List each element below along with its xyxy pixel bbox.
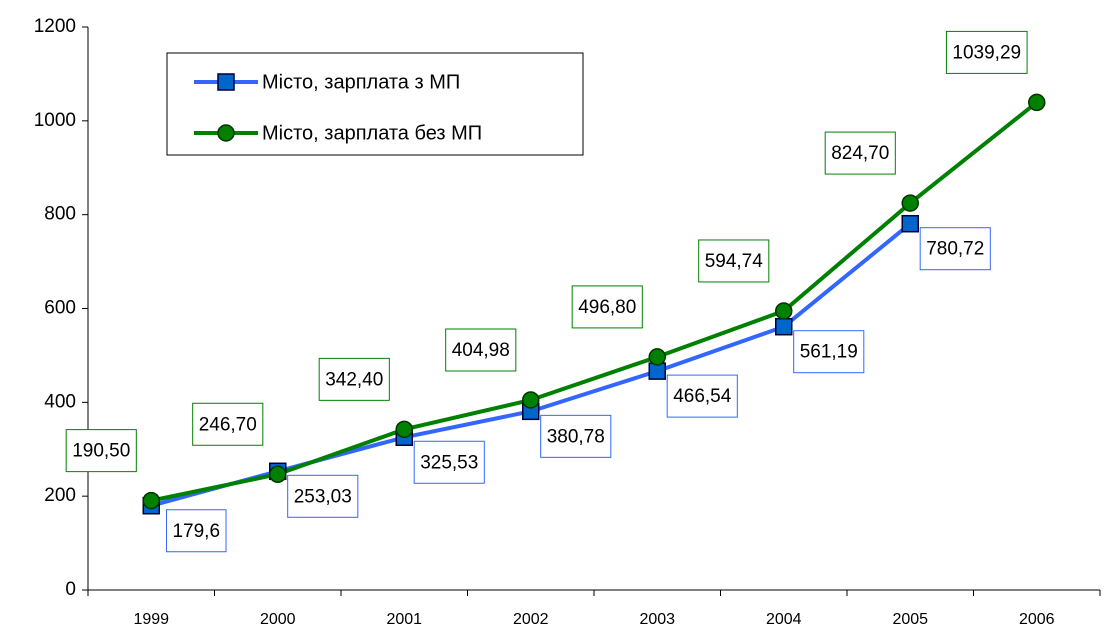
data-label-box: [445, 328, 517, 372]
data-label-box: [698, 239, 770, 283]
marker: [775, 317, 793, 336]
y-tick-label: 800: [44, 204, 76, 225]
data-label: 246,70: [199, 414, 257, 435]
series-line: [150, 100, 1038, 503]
x-tick-label: 2006: [1019, 611, 1055, 628]
y-tick-label: 600: [44, 298, 76, 319]
legend-label: Місто, зарплата з МП: [262, 71, 460, 93]
legend-marker: [217, 73, 235, 91]
data-label: 1039,29: [952, 42, 1021, 63]
x-tick-label: 2004: [766, 611, 802, 628]
marker: [901, 214, 919, 233]
marker: [648, 348, 666, 366]
x-tick-label: 1999: [133, 611, 169, 628]
data-label-box: [540, 414, 612, 458]
marker: [522, 391, 540, 409]
data-label: 594,74: [705, 251, 764, 272]
marker: [142, 491, 160, 510]
data-label: 404,98: [452, 340, 510, 361]
data-label: 380,78: [547, 426, 605, 447]
data-label: 342,40: [325, 369, 383, 390]
data-label-box: [793, 330, 865, 374]
data-label: 325,53: [420, 452, 478, 473]
x-tick-label: 2003: [639, 611, 675, 628]
legend-box: [166, 52, 584, 156]
x-tick-label: 2005: [892, 611, 928, 628]
data-label: 561,19: [800, 342, 858, 363]
data-label-box: [919, 227, 991, 271]
legend-marker: [217, 124, 235, 142]
marker: [1028, 93, 1046, 112]
data-label-box: [287, 474, 359, 518]
x-tick-label: 2002: [513, 611, 549, 628]
data-label-box: [945, 30, 1028, 74]
data-label-box: [666, 374, 738, 418]
data-label: 190,50: [72, 441, 130, 462]
data-label: 824,70: [831, 143, 889, 164]
legend-label: Місто, зарплата без МП: [262, 122, 482, 144]
marker: [901, 194, 919, 212]
data-label-box: [165, 509, 227, 553]
marker: [269, 465, 287, 484]
marker: [395, 420, 413, 439]
data-label: 179,6: [172, 521, 220, 542]
y-tick-label: 1200: [34, 16, 76, 37]
y-tick-label: 400: [44, 391, 76, 412]
y-tick-label: 0: [65, 579, 76, 600]
data-label: 253,03: [294, 486, 352, 507]
data-label: 780,72: [926, 239, 984, 260]
data-label-box: [318, 357, 390, 401]
y-tick-label: 1000: [34, 110, 76, 131]
data-label-box: [571, 285, 643, 329]
data-label-box: [824, 131, 896, 175]
marker: [775, 302, 793, 320]
data-label-box: [192, 402, 264, 446]
data-label: 466,54: [673, 386, 732, 407]
x-tick-label: 2001: [386, 611, 422, 628]
x-tick-label: 2000: [260, 611, 296, 628]
data-label-box: [65, 429, 137, 473]
y-tick-label: 200: [44, 485, 76, 506]
data-label-box: [413, 440, 485, 484]
data-label: 496,80: [578, 297, 636, 318]
